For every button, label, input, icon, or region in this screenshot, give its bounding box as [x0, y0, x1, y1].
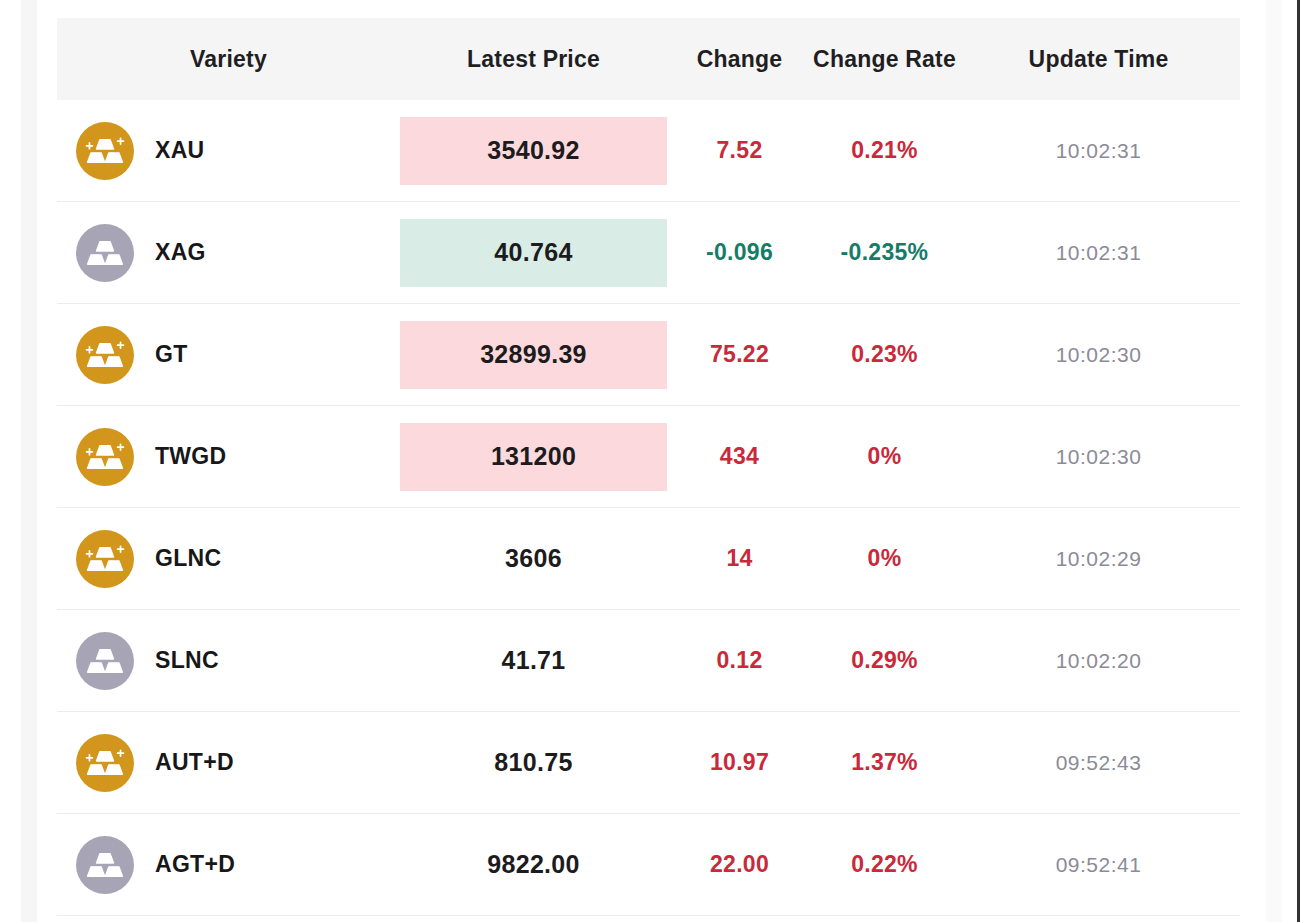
- silver-bars-icon: [76, 632, 134, 690]
- change-value: 434: [667, 443, 812, 470]
- change-rate: 0.23%: [812, 341, 957, 368]
- update-time: 10:02:30: [957, 445, 1240, 469]
- update-time: 09:52:41: [957, 853, 1240, 877]
- change-rate: 1.37%: [812, 749, 957, 776]
- change-rate: -0.235%: [812, 239, 957, 266]
- page-right-shadow: [1266, 0, 1282, 922]
- variety-label: TWGD: [155, 443, 226, 470]
- change-rate: 0.22%: [812, 851, 957, 878]
- gold-bars-icon: [76, 326, 134, 384]
- latest-price: 41.71: [400, 627, 667, 695]
- table-row-twgd[interactable]: TWGD 131200 434 0% 10:02:30: [57, 406, 1240, 508]
- gold-bars-icon: [76, 530, 134, 588]
- column-header-variety: Variety: [57, 46, 400, 73]
- column-header-change: Change: [667, 46, 812, 73]
- table-row-xag[interactable]: XAG 40.764 -0.096 -0.235% 10:02:31: [57, 202, 1240, 304]
- change-rate: 0.21%: [812, 137, 957, 164]
- latest-price: 131200: [400, 423, 667, 491]
- table-header: Variety Latest Price Change Change Rate …: [57, 18, 1240, 100]
- change-rate: 0%: [812, 443, 957, 470]
- variety-label: XAG: [155, 239, 206, 266]
- table-row-glnc[interactable]: GLNC 3606 14 0% 10:02:29: [57, 508, 1240, 610]
- silver-bars-icon: [76, 224, 134, 282]
- update-time: 09:52:43: [957, 751, 1240, 775]
- change-value: 10.97: [667, 749, 812, 776]
- page-left-shadow: [21, 0, 37, 922]
- column-header-latest-price: Latest Price: [400, 46, 667, 73]
- latest-price: 3540.92: [400, 117, 667, 185]
- update-time: 10:02:20: [957, 649, 1240, 673]
- table-row-slnc[interactable]: SLNC 41.71 0.12 0.29% 10:02:20: [57, 610, 1240, 712]
- variety-label: GT: [155, 341, 188, 368]
- table-row-gt[interactable]: GT 32899.39 75.22 0.23% 10:02:30: [57, 304, 1240, 406]
- change-value: 0.12: [667, 647, 812, 674]
- change-rate: 0.29%: [812, 647, 957, 674]
- change-value: 75.22: [667, 341, 812, 368]
- gold-bars-icon: [76, 122, 134, 180]
- table-row-agt+d[interactable]: AGT+D 9822.00 22.00 0.22% 09:52:41: [57, 814, 1240, 916]
- variety-label: SLNC: [155, 647, 219, 674]
- latest-price: 3606: [400, 525, 667, 593]
- column-header-update-time: Update Time: [957, 46, 1240, 73]
- variety-label: GLNC: [155, 545, 221, 572]
- update-time: 10:02:31: [957, 139, 1240, 163]
- precious-metals-quote-table: Variety Latest Price Change Change Rate …: [57, 18, 1240, 916]
- gold-bars-icon: [76, 734, 134, 792]
- table-body: XAU 3540.92 7.52 0.21% 10:02:31 XAG: [57, 100, 1240, 916]
- table-row-xau[interactable]: XAU 3540.92 7.52 0.21% 10:02:31: [57, 100, 1240, 202]
- latest-price: 810.75: [400, 729, 667, 797]
- latest-price: 32899.39: [400, 321, 667, 389]
- change-rate: 0%: [812, 545, 957, 572]
- update-time: 10:02:29: [957, 547, 1240, 571]
- latest-price: 40.764: [400, 219, 667, 287]
- variety-label: AUT+D: [155, 749, 234, 776]
- column-header-change-rate: Change Rate: [812, 46, 957, 73]
- change-value: -0.096: [667, 239, 812, 266]
- change-value: 22.00: [667, 851, 812, 878]
- change-value: 14: [667, 545, 812, 572]
- update-time: 10:02:31: [957, 241, 1240, 265]
- change-value: 7.52: [667, 137, 812, 164]
- table-row-aut+d[interactable]: AUT+D 810.75 10.97 1.37% 09:52:43: [57, 712, 1240, 814]
- gold-bars-icon: [76, 428, 134, 486]
- variety-label: XAU: [155, 137, 204, 164]
- update-time: 10:02:30: [957, 343, 1240, 367]
- latest-price: 9822.00: [400, 831, 667, 899]
- silver-bars-icon: [76, 836, 134, 894]
- variety-label: AGT+D: [155, 851, 235, 878]
